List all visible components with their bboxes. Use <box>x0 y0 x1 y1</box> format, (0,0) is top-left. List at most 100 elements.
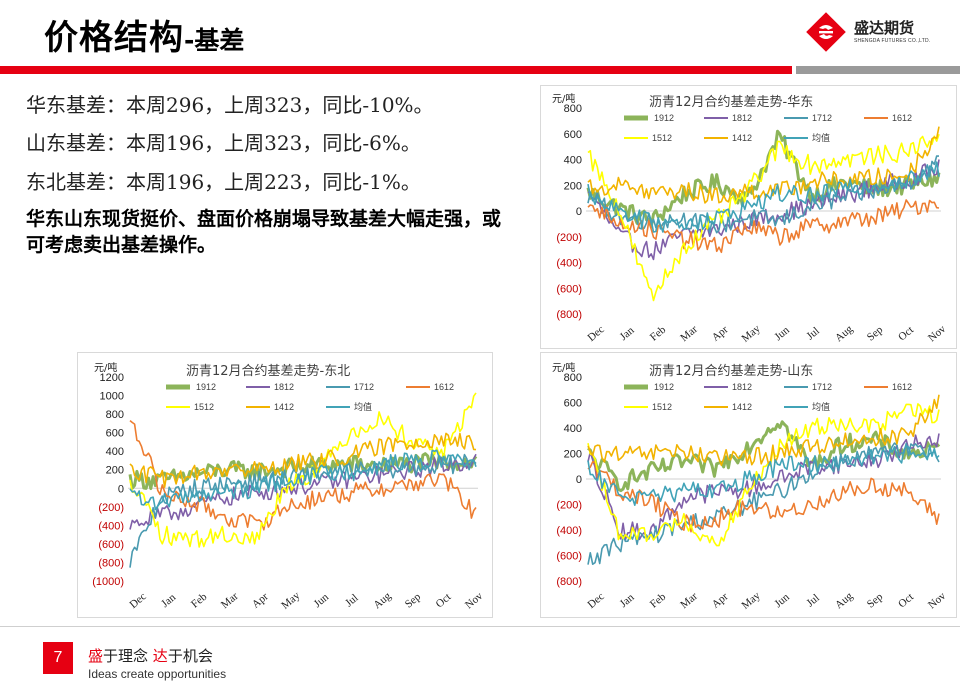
x-tick-label: Mar <box>678 323 700 344</box>
x-tick-label: Aug <box>833 590 856 612</box>
chart-northeast: 1200 1000 800 600 400 200 0 (200) (400) (600) (800… <box>92 361 486 612</box>
legend-label: 1712 <box>812 382 832 392</box>
legend-label: 均值 <box>812 132 830 144</box>
x-tick-label: Jul <box>343 592 361 609</box>
y-tick-label: 0 <box>118 483 124 495</box>
y-tick-label: 800 <box>564 372 582 384</box>
x-tick-label: Sep <box>403 590 424 610</box>
header-rule-gray <box>796 66 960 74</box>
y-tick-label: 1200 <box>100 372 124 384</box>
legend-label: 均值 <box>812 401 830 413</box>
series-line-1512 <box>587 133 940 302</box>
y-tick-label: 400 <box>564 155 582 167</box>
x-tick-label: Nov <box>926 323 949 345</box>
y-tick-label: 200 <box>106 465 124 477</box>
legend-label: 1712 <box>812 113 832 123</box>
y-tick-label: (400) <box>556 258 582 270</box>
slogan-highlight-2: 达 <box>152 647 168 665</box>
y-tick-label: (1000) <box>92 576 124 588</box>
slogan-cn: 盛于理念 达于机会 <box>88 645 226 666</box>
stat-shandong: 山东基差：本周196，上周323，同比-6%。 <box>26 131 421 155</box>
x-tick-label: Oct <box>434 591 454 610</box>
y-tick-label: 600 <box>106 428 124 440</box>
x-tick-label: Jul <box>804 592 822 609</box>
x-tick-label: Jan <box>618 324 637 343</box>
chart-shandong: 800 600 400 200 0 (200) (400) (600) (800) 元/吨 Dec J… <box>552 361 949 612</box>
company-logo: 盛达期货 SHENGDA FUTURES CO.,LTD. <box>806 12 946 52</box>
x-tick-label: May <box>279 589 303 611</box>
y-tick-label: (200) <box>98 502 124 514</box>
series-line-1912 <box>587 420 941 493</box>
series-line-1412 <box>587 126 940 204</box>
series-line-均值 <box>587 444 940 506</box>
x-tick-label: Mar <box>678 590 700 611</box>
legend-label: 1412 <box>274 402 294 412</box>
x-tick-label: Aug <box>371 590 394 612</box>
x-tick-label: Aug <box>833 323 856 345</box>
x-tick-label: Nov <box>926 590 949 612</box>
y-tick-label: (800) <box>556 576 582 588</box>
slogan-text-1: 于理念 <box>103 647 153 665</box>
series-line-1612 <box>587 461 940 533</box>
footer-rule <box>0 626 960 627</box>
chart-panel-northeast: 1200 1000 800 600 400 200 0 (200) (400) (600) (800… <box>77 352 493 618</box>
stat-east-china: 华东基差：本周296，上周323，同比-10%。 <box>26 93 434 117</box>
y-tick-label: 800 <box>106 409 124 421</box>
y-tick-label: 600 <box>564 129 582 141</box>
series-line-1412 <box>129 432 477 488</box>
legend-label: 1912 <box>654 382 674 392</box>
chart-title: 沥青12月合约基差走势-山东 <box>649 363 813 379</box>
chart-panel-east-china: 800 600 400 200 0 (200) (400) (600) (800) 元/吨 Dec J… <box>540 85 957 349</box>
x-tick-label: Mar <box>219 590 241 611</box>
series-line-1712 <box>587 442 940 565</box>
legend-label: 1512 <box>652 402 672 412</box>
x-tick-label: Feb <box>648 590 669 610</box>
page-title-sub: -基差 <box>184 26 245 55</box>
y-tick-label: (800) <box>556 309 582 321</box>
legend-label: 1412 <box>732 402 752 412</box>
x-tick-label: Nov <box>463 590 486 612</box>
y-tick-label: (400) <box>98 520 124 532</box>
legend-label: 均值 <box>354 401 372 413</box>
page-title-main: 价格结构 <box>44 18 184 58</box>
series-line-均值 <box>587 161 940 233</box>
y-tick-label: 200 <box>564 180 582 192</box>
legend-label: 1512 <box>194 402 214 412</box>
x-tick-label: Apr <box>250 590 271 610</box>
y-tick-label: 600 <box>564 398 582 410</box>
slogan-highlight-1: 盛 <box>88 647 104 665</box>
series-group <box>587 394 941 565</box>
series-group <box>128 392 478 568</box>
logo-name-en: SHENGDA FUTURES CO.,LTD. <box>854 37 931 44</box>
series-line-均值 <box>129 449 477 511</box>
x-tick-label: Jan <box>618 591 637 610</box>
series-line-1712 <box>587 155 940 234</box>
chart-title: 沥青12月合约基差走势-华东 <box>649 94 813 110</box>
y-tick-label: (200) <box>556 500 582 512</box>
series-line-1612 <box>129 419 477 531</box>
x-tick-label: Feb <box>189 590 210 610</box>
x-tick-label: Apr <box>710 323 731 343</box>
y-tick-label: 400 <box>564 423 582 435</box>
header-rule-red <box>0 66 792 74</box>
page-number: 7 <box>43 642 73 674</box>
page-title: 价格结构 -基差 <box>44 10 245 58</box>
x-tick-label: May <box>739 322 763 344</box>
x-tick-label: Apr <box>710 590 731 610</box>
chart-title: 沥青12月合约基差走势-东北 <box>186 363 350 379</box>
legend-label: 1612 <box>434 382 454 392</box>
y-tick-label: (600) <box>98 539 124 551</box>
y-tick-label: 400 <box>106 446 124 458</box>
x-tick-label: Oct <box>896 591 916 610</box>
series-line-1512 <box>129 392 477 548</box>
legend-label: 1812 <box>732 382 752 392</box>
x-tick-label: Oct <box>896 324 916 343</box>
y-tick-label: (200) <box>556 232 582 244</box>
chart-east-china: 800 600 400 200 0 (200) (400) (600) (800) 元/吨 Dec J… <box>552 92 949 345</box>
legend-label: 1812 <box>732 113 752 123</box>
analysis-comment: 华东山东现货挺价、盘面价格崩塌导致基差大幅走强，或可考虑卖出基差操作。 <box>26 208 502 256</box>
legend-label: 1912 <box>196 382 216 392</box>
series-line-1912 <box>128 452 478 491</box>
y-tick-label: 0 <box>576 206 582 218</box>
x-tick-label: Dec <box>127 590 148 611</box>
